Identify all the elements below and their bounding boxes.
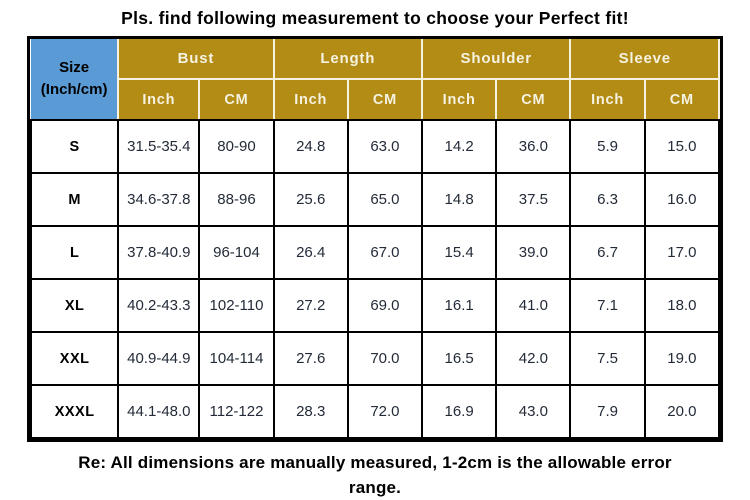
cell-xxxl-bust-inch: 44.1-48.0 <box>117 384 201 439</box>
cell-xxxl-shoulder-cm: 43.0 <box>495 384 572 439</box>
page-title: Pls. find following measurement to choos… <box>121 8 629 28</box>
header-row-groups: Size (Inch/cm) Bust Length Shoulder Sleeve <box>31 39 720 121</box>
size-header-line1: Size <box>59 59 90 77</box>
cell-l-length-cm: 67.0 <box>346 225 424 280</box>
col-unit-bust-inch: Inch <box>117 79 201 121</box>
row-label-xl: XL <box>29 278 120 333</box>
cell-l-sleeve-inch: 6.7 <box>569 225 646 280</box>
size-header-line2: (Inch/cm) <box>40 81 108 98</box>
cell-xxxl-length-inch: 28.3 <box>272 384 349 439</box>
col-unit-sleeve-inch: Inch <box>569 79 646 121</box>
cell-s-shoulder-inch: 14.2 <box>421 119 498 174</box>
size-table: Size (Inch/cm) Bust Length Shoulder Sleeve … <box>29 39 721 439</box>
row-label-m: M <box>29 172 120 227</box>
header-row-units: Inch CM Inch CM Inch CM Inch CM <box>31 79 721 121</box>
row-label-xxl: XXL <box>29 331 120 386</box>
cell-m-shoulder-cm: 37.5 <box>495 172 572 227</box>
cell-xxl-shoulder-inch: 16.5 <box>421 331 498 386</box>
cell-l-bust-inch: 37.8-40.9 <box>117 225 201 280</box>
col-group-shoulder: Shoulder <box>421 39 572 80</box>
row-label-l: L <box>29 225 120 280</box>
cell-xl-shoulder-cm: 41.0 <box>495 278 572 333</box>
col-unit-sleeve-cm: CM <box>643 79 721 121</box>
cell-xxxl-bust-cm: 112-122 <box>198 384 275 439</box>
col-unit-bust-cm: CM <box>198 79 275 121</box>
row-label-s: S <box>29 119 120 174</box>
cell-m-bust-cm: 88-96 <box>198 172 275 227</box>
cell-xl-sleeve-inch: 7.1 <box>569 278 646 333</box>
cell-m-sleeve-cm: 16.0 <box>643 172 721 227</box>
col-unit-length-inch: Inch <box>272 79 349 121</box>
footnote: Re: All dimensions are manually measured… <box>0 451 750 500</box>
size-table-wrapper: Size (Inch/cm) Bust Length Shoulder Sleeve … <box>27 36 723 442</box>
cell-s-bust-inch: 31.5-35.4 <box>117 119 201 174</box>
cell-xxxl-sleeve-cm: 20.0 <box>643 384 721 439</box>
cell-l-shoulder-inch: 15.4 <box>421 225 498 280</box>
table-header: Size (Inch/cm) Bust Length Shoulder Sleeve … <box>31 39 721 121</box>
cell-m-shoulder-inch: 14.8 <box>421 172 498 227</box>
cell-xl-shoulder-inch: 16.1 <box>421 278 498 333</box>
cell-xl-bust-inch: 40.2-43.3 <box>117 278 201 333</box>
cell-xxxl-sleeve-inch: 7.9 <box>569 384 646 439</box>
footnote-line2: range. <box>348 477 402 497</box>
cell-m-length-inch: 25.6 <box>272 172 349 227</box>
cell-xl-length-cm: 69.0 <box>346 278 424 333</box>
cell-xxl-bust-cm: 104-114 <box>198 331 275 386</box>
table-row-xl: XL 40.2-43.3 102-110 27.2 69.0 16.1 41.0 7.1 18.… <box>29 278 721 333</box>
cell-l-bust-cm: 96-104 <box>198 225 275 280</box>
table-row-xxl: XXL 40.9-44.9 104-114 27.6 70.0 16.5 42.0 7.5 19… <box>29 331 721 386</box>
cell-xxl-length-inch: 27.6 <box>272 331 349 386</box>
col-unit-shoulder-cm: CM <box>495 79 572 121</box>
cell-m-bust-inch: 34.6-37.8 <box>117 172 201 227</box>
size-column-header: Size (Inch/cm) <box>31 39 120 121</box>
cell-xxl-length-cm: 70.0 <box>346 331 424 386</box>
cell-s-shoulder-cm: 36.0 <box>495 119 572 174</box>
cell-s-length-cm: 63.0 <box>346 119 424 174</box>
col-group-length: Length <box>272 39 424 80</box>
table-row-m: M 34.6-37.8 88-96 25.6 65.0 14.8 37.5 6.3 16.0 <box>29 172 721 227</box>
cell-xxxl-length-cm: 72.0 <box>346 384 424 439</box>
cell-l-shoulder-cm: 39.0 <box>495 225 572 280</box>
cell-m-length-cm: 65.0 <box>346 172 424 227</box>
table-body: S 31.5-35.4 80-90 24.8 63.0 14.2 36.0 5.9 15.0 M 3… <box>29 119 721 439</box>
table-row-xxxl: XXXL 44.1-48.0 112-122 28.3 72.0 16.9 43.0 7.9 2… <box>29 384 721 439</box>
row-label-xxxl: XXXL <box>29 384 120 439</box>
cell-xl-length-inch: 27.2 <box>272 278 349 333</box>
table-row-s: S 31.5-35.4 80-90 24.8 63.0 14.2 36.0 5.9 15.0 <box>29 119 721 174</box>
cell-xxl-sleeve-cm: 19.0 <box>643 331 721 386</box>
cell-m-sleeve-inch: 6.3 <box>569 172 646 227</box>
cell-s-sleeve-inch: 5.9 <box>569 119 646 174</box>
col-unit-shoulder-inch: Inch <box>421 79 498 121</box>
cell-l-sleeve-cm: 17.0 <box>643 225 721 280</box>
cell-xl-sleeve-cm: 18.0 <box>643 278 721 333</box>
cell-xxxl-shoulder-inch: 16.9 <box>421 384 498 439</box>
col-unit-length-cm: CM <box>346 79 424 121</box>
cell-xxl-bust-inch: 40.9-44.9 <box>117 331 201 386</box>
cell-xxl-shoulder-cm: 42.0 <box>495 331 572 386</box>
cell-xxl-sleeve-inch: 7.5 <box>569 331 646 386</box>
cell-s-length-inch: 24.8 <box>272 119 349 174</box>
footnote-line1: Re: All dimensions are manually measured… <box>78 453 672 472</box>
cell-s-bust-cm: 80-90 <box>198 119 275 174</box>
table-row-l: L 37.8-40.9 96-104 26.4 67.0 15.4 39.0 6.7 17.0 <box>29 225 721 280</box>
cell-l-length-inch: 26.4 <box>272 225 349 280</box>
col-group-bust: Bust <box>117 39 275 80</box>
cell-xl-bust-cm: 102-110 <box>198 278 275 333</box>
col-group-sleeve: Sleeve <box>569 39 720 80</box>
cell-s-sleeve-cm: 15.0 <box>643 119 721 174</box>
